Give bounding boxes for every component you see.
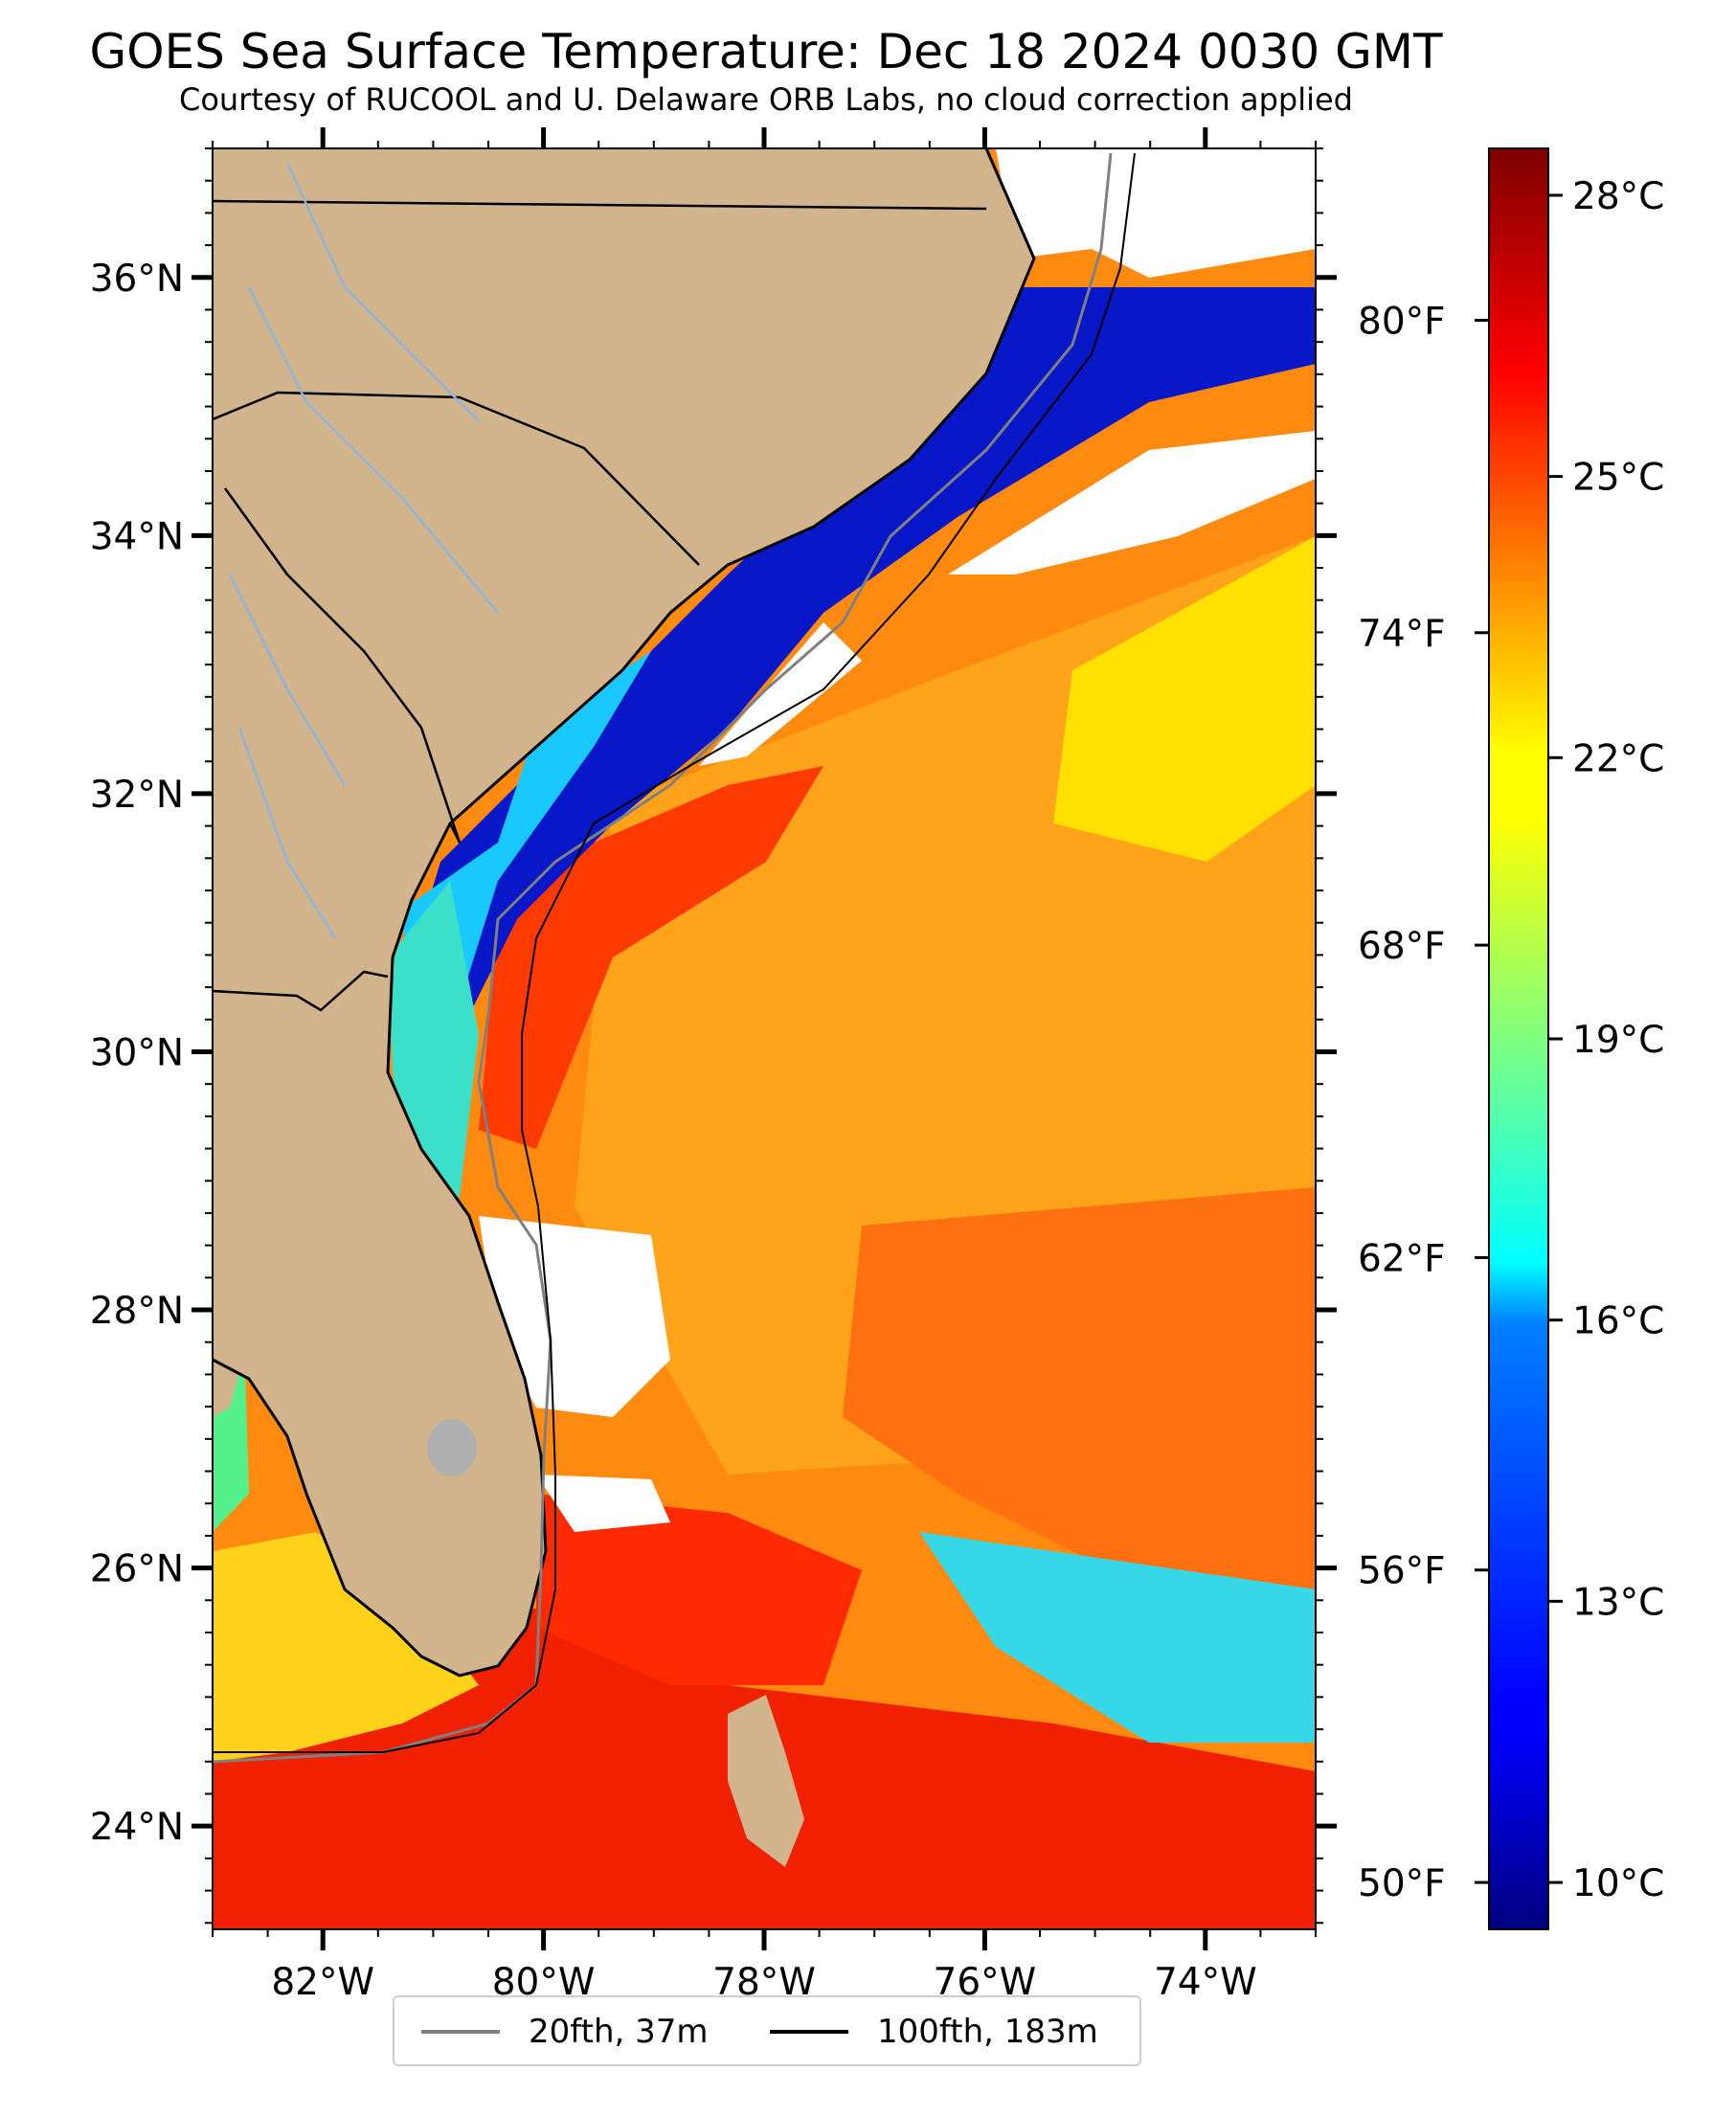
sst-cyan-patch bbox=[919, 1532, 1316, 1743]
celsius-label: 16°C bbox=[1572, 1300, 1664, 1343]
isobath-20fth bbox=[213, 152, 1113, 1764]
legend-swatch-20fth bbox=[421, 2030, 500, 2034]
fahrenheit-label: 62°F bbox=[1358, 1237, 1446, 1280]
cloud-mask-florida bbox=[479, 1216, 670, 1417]
celsius-label: 13°C bbox=[1572, 1581, 1664, 1624]
celsius-label: 28°C bbox=[1572, 175, 1664, 218]
colorbar-ticks: 28°C 25°C 22°C 19°C 16°C 13°C 10°C 80°F 74°F 68°F… bbox=[1358, 175, 1664, 1905]
land-gulf-coast bbox=[213, 1168, 251, 1417]
lat-label: 24°N bbox=[90, 1806, 184, 1849]
celsius-label: 19°C bbox=[1572, 1019, 1664, 1062]
sst-gulf-yellow bbox=[213, 1532, 479, 1762]
lat-label: 32°N bbox=[90, 774, 184, 817]
legend-label-20fth: 20fth, 37m bbox=[529, 2013, 709, 2051]
lat-label: 36°N bbox=[90, 258, 184, 301]
lon-label: 74°W bbox=[1154, 1961, 1257, 2004]
map-subtitle: Courtesy of RUCOOL and U. Delaware ORB L… bbox=[179, 81, 1353, 118]
fahrenheit-label: 56°F bbox=[1358, 1550, 1446, 1593]
celsius-label: 10°C bbox=[1572, 1862, 1664, 1905]
lat-label: 26°N bbox=[90, 1548, 184, 1591]
coastline bbox=[213, 148, 1036, 1678]
colorbar bbox=[1488, 147, 1549, 1930]
fahrenheit-label: 68°F bbox=[1358, 925, 1446, 968]
map-title: GOES Sea Surface Temperature: Dec 18 202… bbox=[89, 24, 1443, 79]
lat-label: 34°N bbox=[90, 515, 184, 558]
sst-nearshore-teal bbox=[388, 881, 479, 1197]
state-border-ga-fl bbox=[213, 970, 389, 1012]
river-lines bbox=[228, 162, 499, 939]
legend: 20fth, 37m 100fth, 183m bbox=[393, 1995, 1141, 2066]
sst-red-keys bbox=[536, 1494, 862, 1685]
legend-swatch-100fth bbox=[770, 2030, 848, 2034]
sst-scattered-cyan bbox=[843, 1187, 1316, 1628]
land-carolinas bbox=[213, 148, 1034, 1676]
sst-yellow-field bbox=[1053, 536, 1316, 862]
lake-okeechobee bbox=[427, 1419, 477, 1476]
lat-label: 30°N bbox=[90, 1031, 184, 1074]
axis-ticks bbox=[192, 127, 1337, 1950]
cloud-mask-east bbox=[699, 622, 862, 766]
legend-label-100fth: 100fth, 183m bbox=[877, 2013, 1098, 2051]
state-border-va-nc bbox=[213, 199, 987, 211]
celsius-label: 22°C bbox=[1572, 737, 1664, 780]
axis-labels: 36°N34°N32°N30°N28°N26°N24°N82°W 80°W 78°W… bbox=[90, 258, 1257, 2004]
fahrenheit-label: 80°F bbox=[1358, 300, 1446, 343]
cloud-mask-band bbox=[948, 431, 1316, 574]
fahrenheit-label: 74°F bbox=[1358, 613, 1446, 656]
isobath-100fth bbox=[213, 152, 1136, 1753]
legend-item-20fth: 20fth, 37m bbox=[421, 2013, 709, 2051]
legend-item-100fth: 100fth, 183m bbox=[770, 2013, 1098, 2051]
land-andros bbox=[728, 1695, 804, 1867]
sst-shelf-cyan bbox=[402, 651, 651, 1053]
fahrenheit-label: 50°F bbox=[1358, 1862, 1446, 1905]
state-border-sc-ga bbox=[223, 487, 462, 844]
celsius-label: 25°C bbox=[1572, 457, 1664, 500]
lat-label: 28°N bbox=[90, 1290, 184, 1333]
cloud-mask-north bbox=[996, 148, 1316, 278]
sst-red-gulfstream bbox=[479, 766, 823, 1149]
state-border-nc-sc bbox=[213, 391, 700, 566]
cloud-mask-straits bbox=[536, 1475, 670, 1532]
lon-label: 82°W bbox=[271, 1961, 374, 2004]
